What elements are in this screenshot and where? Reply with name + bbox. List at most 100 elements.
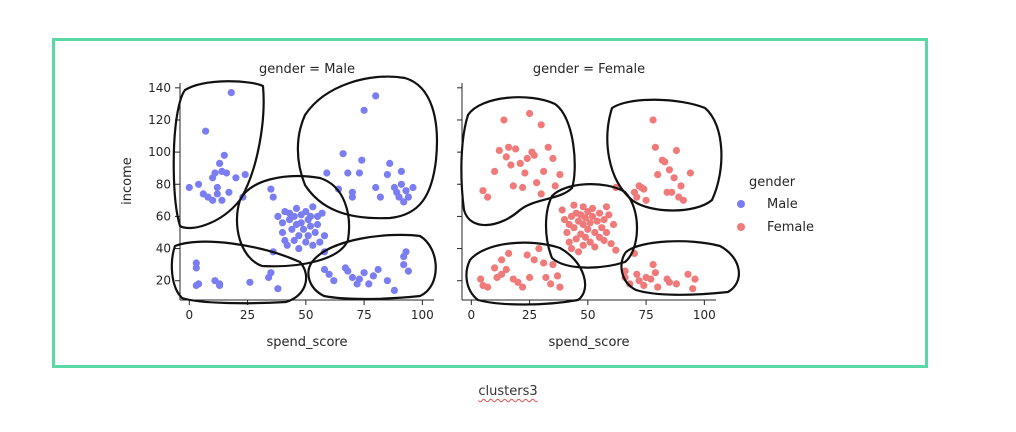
legend: gender Male Female [737, 175, 814, 235]
data-point [383, 277, 391, 285]
data-point [309, 203, 317, 211]
data-point [556, 283, 564, 291]
data-point [570, 224, 578, 232]
data-point [584, 225, 592, 233]
data-point [402, 187, 410, 195]
data-point [306, 212, 315, 220]
x-tick-label: 75 [638, 308, 653, 322]
data-point [484, 283, 492, 291]
hand-drawn-cluster-outlines-female [460, 96, 740, 306]
data-point [192, 259, 200, 267]
data-point [395, 193, 403, 201]
data-point [640, 185, 648, 193]
cluster-outline [307, 233, 437, 301]
data-point [498, 270, 506, 278]
data-point [595, 209, 604, 217]
data-point [677, 182, 685, 190]
data-point [491, 264, 499, 272]
data-point [607, 240, 615, 248]
data-point [320, 232, 329, 240]
data-point [514, 278, 522, 286]
data-point [360, 106, 368, 114]
data-point [344, 267, 352, 275]
cluster-outline [606, 98, 723, 212]
data-point [502, 265, 510, 274]
y-tick-label: 60 [156, 209, 171, 223]
data-point [593, 217, 601, 225]
data-point [288, 225, 296, 233]
cluster-outline [460, 96, 576, 227]
data-point [516, 159, 524, 167]
data-point [649, 261, 657, 269]
data-point [565, 238, 573, 246]
data-point [533, 179, 541, 187]
data-point [348, 273, 356, 282]
data-point [689, 285, 697, 293]
panel-title-female: gender = Female [533, 62, 645, 77]
data-point [570, 201, 578, 209]
data-point [365, 280, 373, 288]
data-point [302, 238, 310, 246]
data-point [402, 248, 410, 256]
data-point [278, 228, 287, 237]
screenshot-frame [52, 38, 928, 368]
data-point [558, 206, 566, 214]
data-point [213, 183, 221, 192]
panel-female: gender = Female 0 25 50 75 100 spend_score [457, 62, 740, 350]
data-point [507, 161, 515, 169]
data-point [544, 143, 552, 151]
data-point [290, 212, 298, 220]
data-point [530, 151, 538, 159]
data-point [612, 246, 620, 254]
data-point [491, 167, 499, 175]
data-point [654, 171, 662, 179]
data-point [500, 116, 508, 124]
data-point [521, 169, 529, 177]
data-point [567, 245, 576, 253]
data-point [526, 109, 534, 118]
data-point [409, 183, 417, 192]
data-point [355, 169, 363, 177]
legend-marker-male [737, 200, 745, 208]
data-point [547, 280, 555, 288]
cluster-outline [172, 80, 265, 230]
data-point [344, 169, 352, 177]
data-point [304, 232, 312, 240]
data-point [647, 275, 655, 283]
data-point [309, 241, 317, 249]
data-point [372, 92, 380, 100]
cluster-outline [465, 241, 587, 306]
y-tick-label: 100 [148, 145, 171, 159]
cluster-outline [170, 240, 308, 305]
data-point [579, 241, 587, 249]
data-point [241, 171, 249, 179]
data-point [574, 248, 583, 256]
data-point [542, 273, 550, 282]
data-point [397, 167, 405, 175]
x-tick-label: 0 [468, 308, 476, 322]
data-point [602, 203, 611, 211]
data-point [313, 220, 322, 229]
data-point [267, 269, 275, 277]
data-point [605, 211, 613, 219]
data-point [404, 193, 412, 201]
data-point [591, 243, 599, 251]
figure-caption: clusters3 [478, 384, 538, 399]
data-point [588, 212, 597, 220]
panel-male: gender = Male 0 25 50 75 100 20 40 60 80 100 120 14… [120, 62, 439, 350]
data-point [218, 196, 226, 204]
data-point [509, 182, 517, 190]
data-point [633, 270, 641, 278]
data-point [549, 154, 557, 163]
x-axis-label-female: spend_score [549, 335, 630, 350]
data-point [670, 174, 678, 182]
data-point [540, 259, 548, 267]
data-point [267, 185, 275, 193]
data-point [274, 285, 282, 293]
data-point [227, 89, 235, 97]
data-point [549, 261, 557, 269]
cluster-outline [235, 174, 351, 268]
data-point [651, 143, 660, 151]
y-tick-label: 140 [148, 81, 171, 95]
